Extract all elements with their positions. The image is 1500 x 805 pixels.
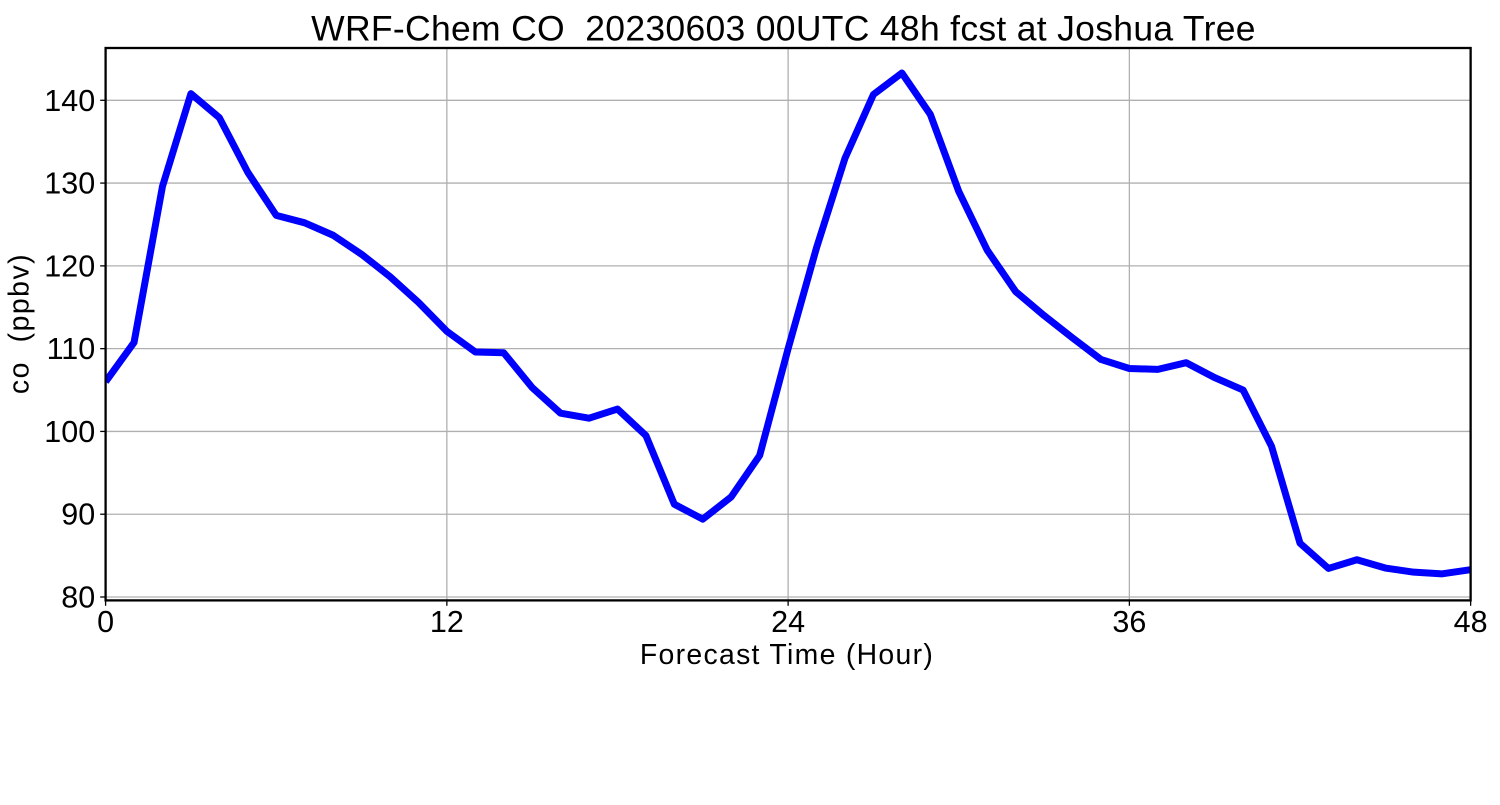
svg-text:12: 12 [430, 605, 464, 639]
svg-text:80: 80 [61, 581, 95, 615]
svg-text:110: 110 [47, 332, 96, 366]
svg-text:co (ppbv): co (ppbv) [4, 253, 36, 394]
svg-text:120: 120 [44, 249, 95, 283]
svg-text:0: 0 [97, 605, 114, 639]
svg-text:Forecast Time (Hour): Forecast Time (Hour) [640, 639, 934, 671]
svg-text:90: 90 [61, 498, 95, 532]
svg-text:WRF-Chem CO 20230603 00UTC 48: WRF-Chem CO 20230603 00UTC 48h fcst at J… [311, 8, 1256, 48]
svg-text:36: 36 [1112, 605, 1146, 639]
svg-text:130: 130 [44, 167, 95, 201]
svg-text:100: 100 [44, 415, 95, 449]
svg-text:48: 48 [1454, 605, 1488, 639]
svg-text:24: 24 [771, 605, 805, 639]
svg-text:140: 140 [44, 84, 95, 118]
